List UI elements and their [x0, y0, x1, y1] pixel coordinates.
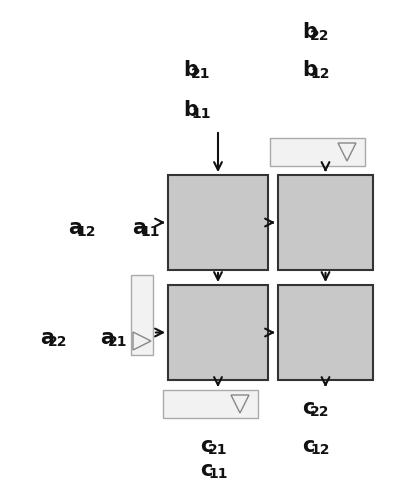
Bar	[278, 175, 373, 270]
Text: 22: 22	[310, 405, 330, 419]
Text: c: c	[200, 460, 212, 480]
Text: a: a	[68, 218, 82, 238]
Bar	[168, 285, 268, 380]
Text: 22: 22	[310, 29, 330, 43]
Bar	[278, 285, 373, 380]
Text: 12: 12	[310, 67, 330, 81]
Text: 11: 11	[191, 107, 211, 121]
Text: 11: 11	[208, 467, 228, 481]
Text: c: c	[302, 436, 314, 456]
Text: 21: 21	[108, 335, 128, 349]
Bar	[163, 390, 258, 418]
Text: 21: 21	[208, 443, 228, 457]
Bar	[270, 138, 365, 166]
Text: a: a	[100, 328, 114, 348]
Text: b: b	[183, 60, 198, 80]
Text: 12: 12	[310, 443, 330, 457]
Bar	[131, 275, 153, 355]
Text: 11: 11	[140, 225, 160, 239]
Bar	[168, 175, 268, 270]
Text: 12: 12	[76, 225, 96, 239]
Text: b: b	[302, 22, 317, 42]
Text: a: a	[40, 328, 54, 348]
Text: c: c	[200, 436, 212, 456]
Text: 22: 22	[48, 335, 68, 349]
Text: b: b	[302, 60, 317, 80]
Text: 21: 21	[191, 67, 211, 81]
Text: b: b	[183, 100, 198, 120]
Text: c: c	[302, 398, 314, 418]
Text: a: a	[132, 218, 146, 238]
